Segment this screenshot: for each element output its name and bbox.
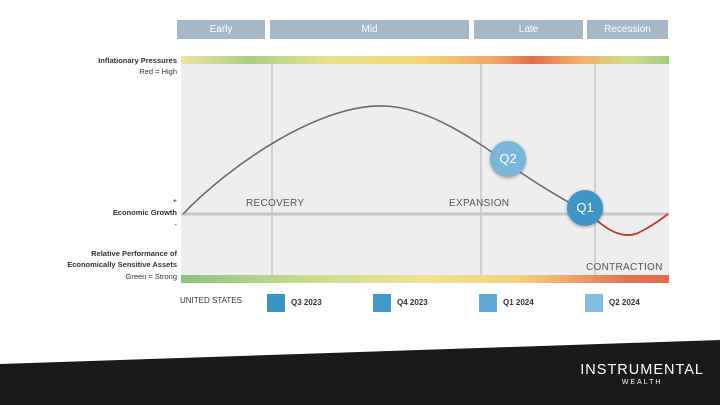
footer-band [0,340,720,405]
recession-curve [589,213,669,236]
legend-swatch-q1-2024 [479,294,497,312]
phase-late: Late [474,20,583,39]
inflation-pressures-label: Inflationary Pressures [98,56,177,65]
relative-performance-label-2: Economically Sensitive Assets [67,260,177,269]
plot-background [181,64,669,275]
brand-logo: INSTRUMENTAL WEALTH [580,362,704,388]
legend-label-q2-2024: Q2 2024 [609,298,640,307]
phase-recession: Recession [587,20,668,39]
region-recovery: RECOVERY [246,198,305,209]
inflation-scale-label: Red = High [139,67,177,76]
legend-swatch-q2-2024 [585,294,603,312]
phase-early: Early [177,20,265,39]
legend-title: UNITED STATES [180,296,242,305]
legend-swatch-q3-2023 [267,294,285,312]
growth-minus-sign: - [174,220,178,229]
phase-mid: Mid [270,20,469,39]
region-contraction: CONTRACTION [586,262,663,273]
inflation-gradient-bar [181,56,669,64]
marker-q1: Q1 [567,190,603,226]
marker-q2: Q2 [490,141,526,177]
legend-swatch-q4-2023 [373,294,391,312]
relative-performance-label-1: Relative Performance of [91,249,177,258]
economic-growth-label: Economic Growth [112,208,177,217]
growth-plus-sign: + [172,196,177,205]
legend-label-q3-2023: Q3 2023 [291,298,322,307]
region-expansion: EXPANSION [449,198,510,209]
legend-label-q1-2024: Q1 2024 [503,298,534,307]
relative-performance-scale-label: Green = Strong [125,272,178,281]
asset-performance-gradient-bar [181,275,669,283]
legend-label-q4-2023: Q4 2023 [397,298,428,307]
brand-subtitle: WEALTH [621,379,663,386]
growth-curve [182,105,591,215]
brand-name: INSTRUMENTAL [580,362,704,378]
